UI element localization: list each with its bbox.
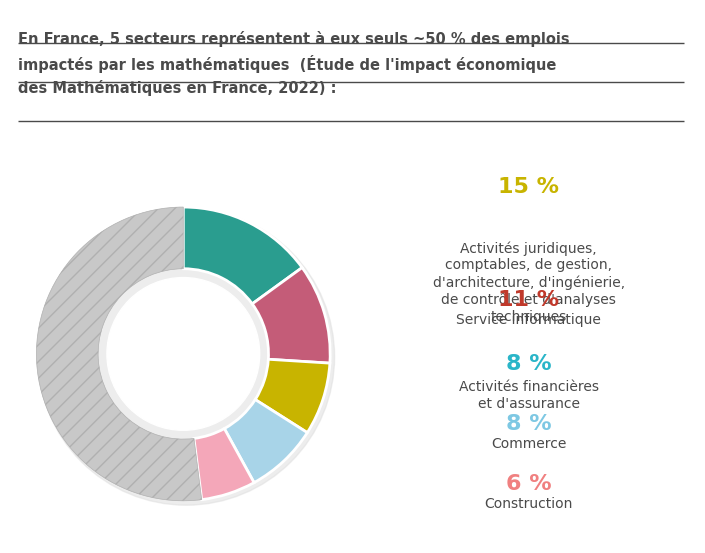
Text: 6 %: 6 % xyxy=(506,474,551,494)
Wedge shape xyxy=(37,207,202,501)
Text: Commerce: Commerce xyxy=(491,437,566,451)
Circle shape xyxy=(38,208,335,505)
Text: 11 %: 11 % xyxy=(498,290,559,310)
Text: 8 %: 8 % xyxy=(506,354,551,374)
Wedge shape xyxy=(252,268,330,363)
Text: 15 %: 15 % xyxy=(498,177,559,197)
Text: Activités financières
et d'assurance: Activités financières et d'assurance xyxy=(459,380,599,411)
Wedge shape xyxy=(194,429,254,500)
Text: Activités juridiques,
comptables, de gestion,
d'architecture, d'ingénierie,
de c: Activités juridiques, comptables, de ges… xyxy=(433,241,625,324)
Wedge shape xyxy=(183,207,302,304)
Circle shape xyxy=(107,278,259,430)
Wedge shape xyxy=(255,359,330,432)
Text: Service informatique: Service informatique xyxy=(456,312,601,327)
Text: Construction: Construction xyxy=(484,497,573,511)
Text: 8 %: 8 % xyxy=(506,414,551,434)
Text: En France, 5 secteurs représentent à eux seuls ~50 % des emplois
impactés par le: En France, 5 secteurs représentent à eux… xyxy=(18,31,569,96)
Wedge shape xyxy=(224,400,307,483)
